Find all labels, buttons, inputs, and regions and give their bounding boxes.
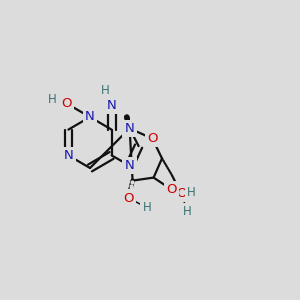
Text: N: N — [107, 99, 116, 112]
Text: N: N — [64, 149, 73, 162]
Bar — [165, 184, 178, 195]
Text: O: O — [123, 191, 134, 205]
Text: H: H — [142, 201, 152, 214]
Text: H: H — [183, 205, 192, 218]
Text: N: N — [85, 110, 95, 124]
Text: O: O — [176, 187, 187, 200]
Text: O: O — [147, 132, 158, 145]
Bar — [83, 111, 97, 123]
Bar — [146, 133, 159, 144]
Bar — [60, 98, 73, 109]
Text: N: N — [125, 122, 134, 135]
Text: N: N — [125, 159, 134, 172]
Bar — [175, 188, 188, 199]
Text: O: O — [61, 97, 72, 110]
Bar — [123, 160, 136, 171]
Bar — [105, 100, 118, 111]
Bar — [62, 150, 75, 161]
Text: H: H — [48, 93, 57, 106]
Text: H: H — [187, 185, 196, 199]
Text: H: H — [100, 83, 109, 97]
Text: O: O — [166, 183, 177, 196]
Bar — [123, 123, 136, 134]
Bar — [122, 192, 135, 204]
